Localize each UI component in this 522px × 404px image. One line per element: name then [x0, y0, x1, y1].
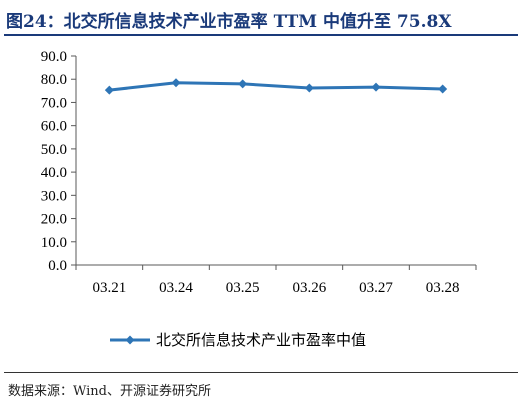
y-tick-label: 90.0 — [41, 49, 67, 65]
x-tick-label: 03.25 — [226, 280, 260, 296]
series-line — [109, 81, 443, 92]
data-point — [371, 82, 381, 92]
y-tick-label: 30.0 — [41, 188, 67, 204]
data-point — [171, 78, 181, 88]
x-tick-label: 03.28 — [426, 280, 460, 296]
series-layer — [104, 78, 448, 95]
x-tick-label: 03.24 — [159, 280, 193, 296]
legend-label: 北交所信息技术产业市盈率中值 — [156, 331, 366, 349]
y-tick-label: 20.0 — [41, 212, 67, 228]
y-tick-label: 0.0 — [48, 258, 67, 274]
source-rule — [4, 372, 518, 373]
x-tick-label: 03.27 — [359, 280, 393, 296]
x-tick-label: 03.26 — [292, 280, 326, 296]
y-tick-label: 60.0 — [41, 119, 67, 135]
y-tick-label: 70.0 — [41, 95, 67, 111]
data-point — [104, 85, 114, 95]
data-point — [438, 84, 448, 94]
source-note: 数据来源：Wind、开源证券研究所 — [8, 384, 211, 399]
figure-title: 图24：北交所信息技术产业市盈率 TTM 中值升至 75.8X — [6, 12, 452, 32]
y-tick-label: 10.0 — [41, 235, 67, 251]
y-tick-label: 40.0 — [41, 165, 67, 181]
legend: 北交所信息技术产业市盈率中值 — [110, 331, 366, 349]
x-axis: 03.21 03.24 03.25 03.26 03.27 03.28 — [75, 264, 477, 296]
legend-marker — [125, 335, 135, 345]
data-point — [304, 83, 314, 93]
y-tick-label: 50.0 — [41, 142, 67, 158]
y-tick-label: 80.0 — [41, 72, 67, 88]
title-rule — [4, 34, 518, 36]
data-point — [238, 79, 248, 89]
y-axis: 0.0 10.0 20.0 30.0 40.0 50.0 60.0 70.0 80.0 90.0 — [41, 49, 77, 274]
x-tick-label: 03.21 — [92, 280, 126, 296]
